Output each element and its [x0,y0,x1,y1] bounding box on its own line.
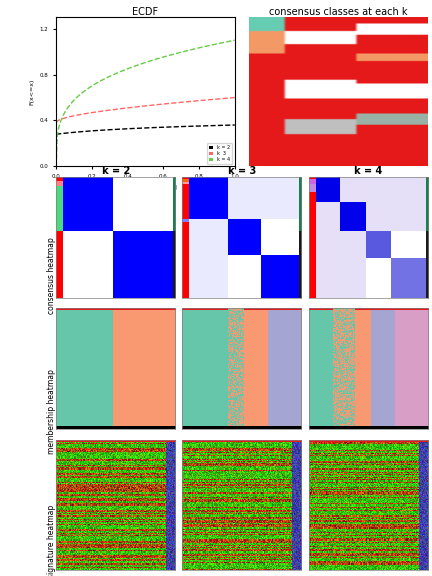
Y-axis label: F(x<=x): F(x<=x) [29,78,34,105]
Title: k = 3: k = 3 [228,166,256,176]
Title: k = 4: k = 4 [354,166,382,176]
Legend: k = 2, k  3, k = 4: k = 2, k 3, k = 4 [206,143,232,164]
Y-axis label: signature heatmap: signature heatmap [48,505,57,576]
Title: k = 2: k = 2 [102,166,130,176]
X-axis label: consensus value [x]: consensus value [x] [114,184,177,190]
Title: ECDF: ECDF [132,6,159,17]
Y-axis label: membership heatmap: membership heatmap [48,369,57,454]
Title: consensus classes at each k: consensus classes at each k [269,6,408,17]
Y-axis label: consensus heatmap: consensus heatmap [48,237,57,314]
